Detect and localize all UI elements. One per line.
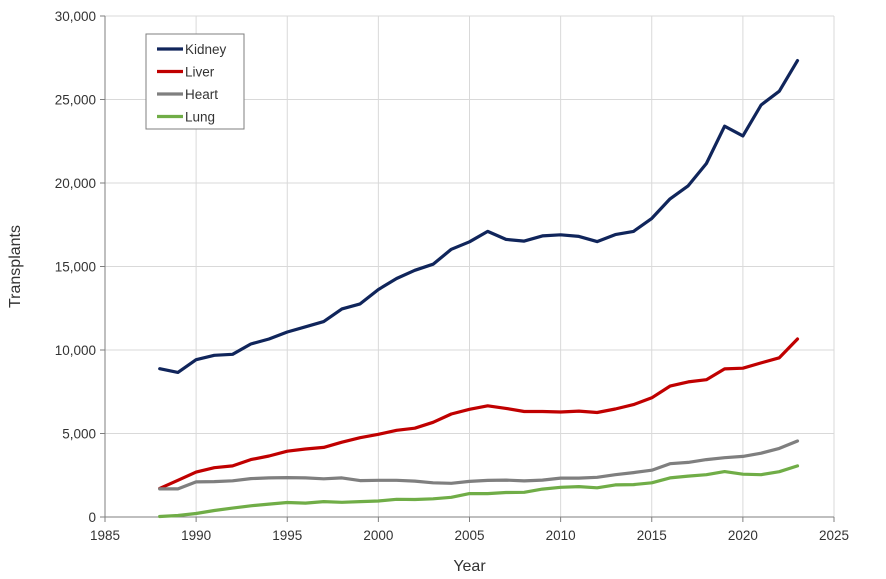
y-tick-label: 5,000 — [62, 427, 96, 442]
x-tick-label: 1990 — [181, 528, 211, 543]
legend-label-liver: Liver — [185, 65, 215, 80]
x-tick-label: 2020 — [728, 528, 758, 543]
series-line-lung — [158, 464, 800, 519]
series-lines — [158, 58, 800, 519]
y-axis-title: Transplants — [7, 225, 24, 308]
legend: Kidney Liver Heart Lung — [145, 33, 245, 130]
x-tick-label: 2000 — [363, 528, 393, 543]
series-line-liver — [158, 337, 800, 490]
axes — [100, 15, 835, 522]
legend-label-heart: Heart — [185, 87, 218, 102]
y-tick-label: 15,000 — [55, 260, 96, 275]
x-tick-label: 2015 — [637, 528, 667, 543]
x-tick-label: 1995 — [272, 528, 302, 543]
gridlines — [105, 15, 835, 517]
x-axis-title: Year — [453, 558, 486, 575]
x-tick-label: 2010 — [546, 528, 576, 543]
y-tick-label: 20,000 — [55, 176, 96, 191]
series-line-heart — [158, 439, 800, 491]
tick-labels: 0 5,000 10,000 15,000 20,000 25,000 30,000 1985… — [55, 9, 849, 543]
y-tick-label: 30,000 — [55, 9, 96, 24]
y-tick-label: 10,000 — [55, 343, 96, 358]
series-line-kidney — [158, 58, 800, 374]
legend-label-lung: Lung — [185, 110, 215, 125]
x-tick-label: 2005 — [454, 528, 484, 543]
x-tick-label: 1985 — [90, 528, 120, 543]
x-tick-label: 2025 — [819, 528, 849, 543]
y-tick-label: 0 — [88, 510, 96, 525]
legend-label-kidney: Kidney — [185, 42, 227, 57]
y-tick-label: 25,000 — [55, 93, 96, 108]
